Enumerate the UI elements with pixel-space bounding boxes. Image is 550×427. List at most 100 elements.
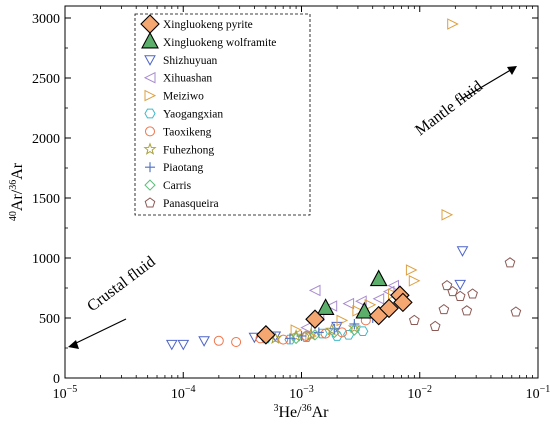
data-point: [309, 329, 321, 341]
data-point: [278, 334, 289, 345]
legend-box: [134, 13, 311, 216]
x-tick-label: 10−1: [526, 384, 550, 402]
data-point: [325, 323, 339, 336]
data-point: [290, 324, 303, 336]
y-tick-label: 0: [53, 372, 60, 387]
data-point: [347, 320, 361, 334]
y-tick-label: 3000: [32, 12, 60, 27]
data-point: [405, 264, 418, 276]
data-point: [304, 327, 318, 341]
legend-marker: [145, 126, 155, 137]
data-point: [461, 305, 473, 316]
x-axis-label: 3He/36Ar: [274, 403, 330, 421]
legend-marker: [144, 108, 156, 119]
legend-marker: [144, 197, 156, 208]
data-point: [316, 298, 335, 315]
data-point: [408, 274, 421, 287]
data-point: [355, 295, 367, 308]
y-tick-label: 500: [39, 312, 60, 327]
data-point: [342, 297, 355, 310]
data-point: [467, 288, 478, 299]
legend-marker: [141, 31, 159, 49]
mantle-arrow-head: [507, 66, 517, 75]
data-point: [336, 314, 349, 327]
data-point: [349, 319, 360, 329]
mantle-arrow: [459, 67, 515, 101]
data-point: [300, 321, 312, 334]
legend: Xingluokeng pyrite Xingluokeng wolframite…: [134, 13, 311, 216]
data-point: [454, 279, 467, 291]
data-point: [285, 333, 295, 344]
data-point: [290, 332, 302, 345]
data-point: [372, 292, 385, 305]
data-point: [387, 279, 399, 292]
data-point: [504, 257, 516, 268]
data-points: [165, 18, 522, 351]
x-tick-label: 10−2: [407, 384, 432, 402]
data-point: [308, 284, 321, 297]
legend-label: Piaotang: [163, 162, 203, 174]
data-point: [325, 300, 338, 312]
data-point: [429, 320, 441, 331]
legend-marker: [145, 162, 155, 173]
data-point: [355, 301, 374, 319]
data-point: [510, 306, 522, 317]
data-point: [328, 326, 341, 339]
data-point: [177, 339, 190, 351]
data-point: [447, 18, 459, 30]
legend-label: Xingluokeng wolframite: [163, 37, 276, 49]
axis-ticks: 10−5 10−4 10−3 10−2 10−1 0 500 1000 1500 2000 2500…: [32, 6, 550, 402]
data-point: [357, 326, 369, 337]
data-point: [393, 292, 413, 313]
legend-label: Fuhezhong: [163, 144, 214, 156]
data-point: [213, 335, 224, 346]
legend-label: Taoxikeng: [163, 126, 212, 138]
y-tick-label: 2000: [32, 132, 60, 147]
legend-marker: [143, 142, 157, 155]
data-point: [441, 208, 454, 221]
data-point: [305, 309, 325, 329]
legend-label: Meiziwo: [163, 91, 204, 103]
data-point: [456, 246, 469, 257]
data-point: [231, 337, 242, 347]
y-tick-label: 1500: [32, 192, 60, 207]
legend-label: Panasqueira: [163, 198, 219, 210]
x-tick-label: 10−4: [171, 384, 196, 402]
crustal-arrow: [71, 318, 127, 346]
data-point: [165, 339, 178, 351]
legend-items: Xingluokeng pyrite Xingluokeng wolframite…: [140, 14, 276, 210]
legend-label: Xingluokeng pyrite: [163, 19, 253, 31]
data-point: [438, 303, 450, 315]
data-point: [447, 285, 459, 297]
annotation-crustal: Crustal fluid: [68, 253, 159, 349]
data-point: [441, 279, 453, 291]
mantle-fluid-label: Mantle fluid: [412, 78, 486, 139]
legend-marker: [143, 71, 156, 84]
legend-marker: [144, 179, 156, 191]
data-point: [454, 290, 466, 301]
y-axis-label: 40Ar/36Ar: [8, 162, 26, 221]
crustal-fluid-label: Crustal fluid: [84, 253, 158, 315]
x-tick-label: 10−5: [53, 384, 78, 402]
data-point: [329, 323, 340, 334]
data-point: [369, 269, 388, 287]
data-point: [256, 325, 276, 345]
legend-label: Xihuashan: [163, 73, 212, 85]
legend-label: Shizhuyuan: [163, 55, 218, 67]
legend-marker: [144, 89, 157, 102]
data-point: [198, 336, 210, 347]
crustal-arrow-head: [68, 340, 79, 349]
data-point: [289, 329, 303, 342]
legend-marker: [144, 55, 156, 66]
data-point: [408, 314, 420, 325]
data-point: [379, 298, 399, 319]
data-point: [352, 304, 365, 317]
annotation-mantle: Mantle fluid: [412, 66, 517, 139]
data-point: [331, 331, 343, 341]
data-point: [248, 332, 261, 344]
y-tick-label: 1000: [32, 252, 60, 267]
y-tick-label: 2500: [32, 72, 60, 87]
legend-label: Carris: [163, 180, 192, 192]
data-point: [337, 327, 347, 338]
